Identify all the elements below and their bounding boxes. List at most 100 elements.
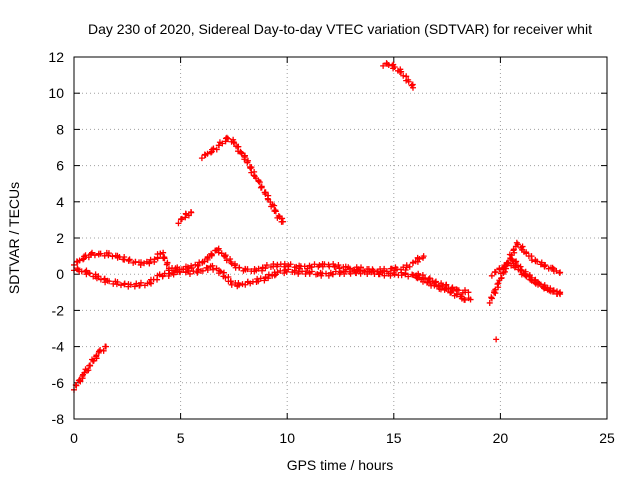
data-point: [306, 268, 321, 278]
data-point: [95, 273, 109, 286]
data-point: [244, 157, 255, 176]
x-tick-label: 25: [599, 430, 615, 446]
data-point: [89, 249, 102, 259]
data-point: [125, 280, 140, 290]
data-point: [390, 269, 405, 279]
data-point: [492, 268, 508, 293]
data-point: [242, 278, 254, 288]
series-0: [71, 343, 109, 393]
data-point: [317, 269, 332, 279]
data-point: [526, 273, 539, 287]
data-point: [274, 213, 286, 225]
data-point: [198, 151, 209, 162]
data-point: [357, 268, 373, 277]
data-point: [326, 261, 342, 270]
data-point: [114, 252, 128, 263]
data-point: [535, 279, 548, 291]
x-tick-label: 10: [279, 430, 295, 446]
data-point: [182, 209, 195, 219]
series-4: [198, 134, 286, 225]
series-6: [412, 270, 472, 296]
data-point: [156, 270, 172, 280]
data-point: [125, 256, 139, 266]
data-point: [95, 343, 109, 355]
y-tick-label: 8: [56, 121, 64, 137]
data-point: [136, 279, 151, 289]
data-point: [136, 259, 148, 268]
data-point: [346, 264, 362, 274]
data-point: [186, 266, 202, 277]
data-point: [316, 260, 332, 270]
data-point: [113, 279, 128, 289]
data-point: [486, 288, 499, 306]
data-point: [209, 262, 224, 277]
data-point: [380, 60, 391, 69]
y-tick-label: 12: [48, 49, 64, 65]
series-3: [175, 209, 195, 227]
data-point: [244, 266, 258, 275]
series-2: [71, 262, 474, 303]
x-tick-label: 15: [386, 430, 402, 446]
y-tick-label: 2: [56, 230, 64, 246]
data-point: [165, 264, 181, 274]
data-point: [347, 267, 363, 277]
data-point: [251, 168, 262, 185]
data-point: [262, 191, 276, 208]
data-point: [268, 202, 282, 220]
data-point: [257, 274, 272, 284]
series-10: [493, 336, 500, 343]
data-point: [249, 275, 262, 285]
x-axis-label: GPS time / hours: [287, 457, 394, 473]
data-point: [402, 259, 417, 274]
series-9: [501, 256, 564, 297]
data-point: [273, 260, 288, 270]
y-tick-label: -2: [52, 302, 65, 318]
data-point: [544, 284, 557, 295]
data-point: [215, 245, 225, 257]
data-point: [379, 269, 394, 279]
data-point: [204, 146, 216, 157]
y-tick-label: -6: [52, 375, 65, 391]
x-tick-label: 0: [70, 430, 78, 446]
y-tick-label: 0: [56, 266, 64, 282]
data-marks: [71, 60, 564, 393]
plot-frame: [73, 56, 608, 420]
series-5: [380, 60, 416, 91]
data-point: [176, 266, 192, 276]
data-point: [210, 142, 223, 153]
data-point: [237, 148, 248, 163]
data-point: [398, 68, 410, 84]
data-point: [327, 268, 343, 278]
data-point: [532, 256, 545, 268]
data-point: [553, 288, 564, 297]
data-point: [421, 275, 439, 285]
data-point: [262, 261, 277, 272]
data-point: [296, 262, 311, 272]
y-tick-label: 10: [48, 85, 64, 101]
data-point: [146, 272, 161, 287]
data-point: [523, 249, 535, 264]
data-point: [283, 266, 298, 276]
data-point: [234, 280, 246, 290]
data-point: [493, 336, 500, 343]
y-tick-label: -8: [52, 411, 65, 427]
data-point: [295, 268, 310, 277]
chart-title: Day 230 of 2020, Sidereal Day-to-day VTE…: [88, 21, 592, 37]
data-point: [82, 250, 95, 261]
data-point: [227, 278, 239, 288]
data-point: [461, 295, 474, 303]
y-axis-label: SDTVAR / TECUs: [6, 182, 22, 294]
data-point: [337, 268, 353, 277]
data-point: [385, 61, 397, 72]
x-tick-label: 20: [493, 430, 509, 446]
y-tick-labels: -8 -6 -4 -2 0 2 4 6 8 10 12: [48, 49, 64, 427]
y-tick-label: -4: [52, 339, 65, 355]
y-tick-label: 6: [56, 158, 64, 174]
x-tick-label: 5: [177, 430, 185, 446]
axis-ticks: [73, 56, 608, 420]
data-point: [253, 264, 266, 274]
data-point: [380, 265, 395, 275]
data-point: [368, 268, 383, 278]
